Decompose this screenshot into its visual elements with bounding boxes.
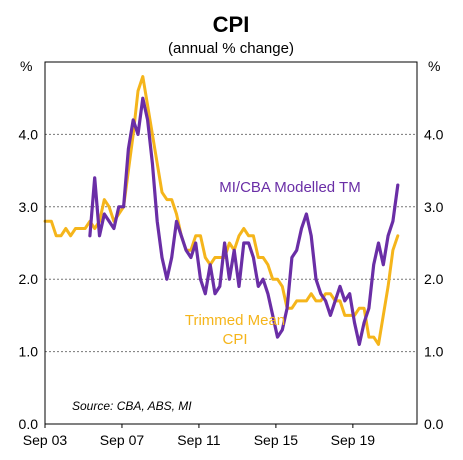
chart-subtitle: (annual % change) — [168, 40, 294, 57]
y-tick-label-left: 4.0 — [19, 126, 39, 142]
x-tick-label: Sep 07 — [100, 432, 145, 448]
y-tick-label-left: 1.0 — [19, 344, 39, 360]
y-tick-label-left: 2.0 — [19, 271, 39, 287]
y-tick-label-right: 4.0 — [424, 126, 444, 142]
x-tick-label: Sep 11 — [177, 432, 221, 448]
plot-frame — [44, 61, 418, 425]
y-tick-label-left: 3.0 — [19, 199, 39, 215]
left-y-axis-ticks: 0.0 1.0 2.0 3.0 4.0 — [19, 126, 39, 432]
y-tick-label-right: 3.0 — [424, 199, 444, 215]
x-axis-ticks: Sep 03 Sep 07 Sep 11 Sep 15 Sep 19 — [23, 424, 375, 448]
source-note: Source: CBA, ABS, MI — [72, 399, 192, 413]
chart-title: CPI — [213, 12, 250, 37]
trimmed-mean-label-line2: CPI — [222, 331, 247, 348]
trimmed-mean-label: Trimmed Mean — [185, 312, 285, 329]
x-tick-label: Sep 19 — [331, 432, 376, 448]
y-tick-label-right: 2.0 — [424, 271, 444, 287]
right-y-axis-ticks: 0.0 1.0 2.0 3.0 4.0 — [424, 126, 444, 432]
gridlines — [45, 133, 417, 353]
x-tick-label: Sep 15 — [254, 432, 299, 448]
right-unit-label: % — [428, 58, 440, 74]
modelled-tm-line — [88, 96, 400, 346]
modelled-tm-label: MI/CBA Modelled TM — [219, 179, 360, 196]
y-tick-label-right: 0.0 — [424, 416, 444, 432]
y-tick-label-left: 0.0 — [19, 416, 39, 432]
y-tick-label-right: 1.0 — [424, 344, 444, 360]
series-lines — [43, 75, 400, 346]
series-labels: Trimmed Mean CPI MI/CBA Modelled TM — [185, 179, 361, 348]
x-tick-label: Sep 03 — [23, 432, 68, 448]
left-unit-label: % — [20, 58, 32, 74]
